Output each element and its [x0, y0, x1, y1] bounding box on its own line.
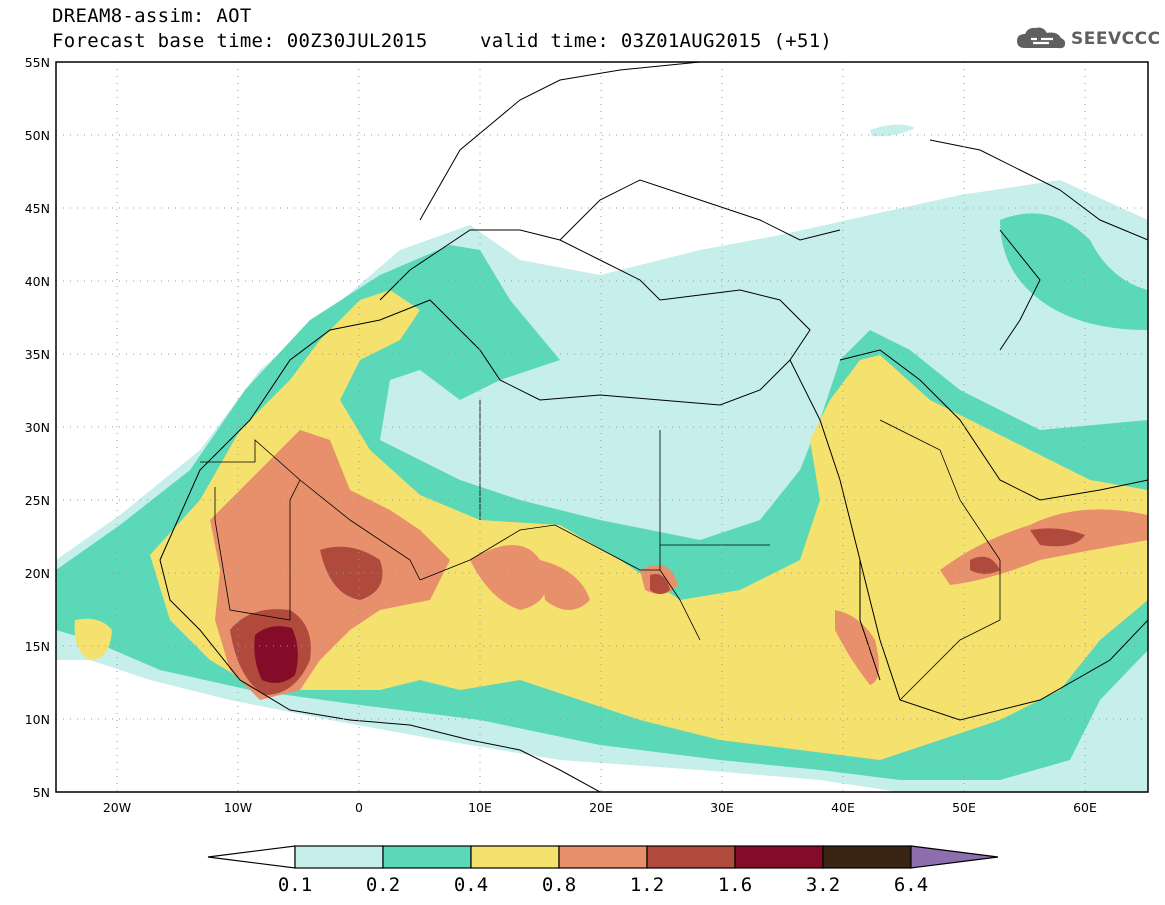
- seevccc-logo: SEEVCCC: [1015, 24, 1161, 54]
- colorbar-under-arrow: [207, 845, 296, 869]
- logo-text: SEEVCCC: [1071, 29, 1161, 49]
- colorbar-segment: [734, 845, 824, 869]
- colorbar-segment: [470, 845, 560, 869]
- colorbar-segment: [382, 845, 472, 869]
- colorbar-label: 0.2: [366, 874, 400, 896]
- forecast-base-time: Forecast base time: 00Z30JUL2015: [52, 30, 428, 52]
- colorbar-segment: [294, 845, 384, 869]
- plot-frame: [55, 61, 1149, 793]
- lon-label: 40E: [831, 800, 855, 815]
- lon-label: 30E: [710, 800, 734, 815]
- graticule: [56, 62, 1148, 792]
- lat-label: 35N: [25, 347, 50, 362]
- lat-label: 10N: [25, 712, 50, 727]
- colorbar-over-arrow: [910, 845, 999, 869]
- colorbar-segment: [646, 845, 736, 869]
- lon-label: 10W: [224, 800, 252, 815]
- colorbar-label: 0.4: [454, 874, 488, 896]
- lon-axis: 20W 10W 0 10E 20E 30E 40E 50E 60E: [103, 800, 1097, 815]
- colorbar-label: 0.1: [278, 874, 312, 896]
- lon-label: 20E: [589, 800, 613, 815]
- colorbar: 0.1 0.2 0.4 0.8 1.2 1.6 3.2 6.4: [207, 845, 999, 896]
- lat-label: 40N: [25, 274, 50, 289]
- lat-label: 15N: [25, 639, 50, 654]
- valid-time: valid time: 03Z01AUG2015 (+51): [480, 30, 833, 52]
- lat-label: 55N: [25, 55, 50, 70]
- lon-label: 50E: [952, 800, 976, 815]
- lat-axis: 55N 50N 45N 40N 35N 30N 25N 20N 15N 10N …: [25, 55, 50, 800]
- colorbar-label: 0.8: [542, 874, 576, 896]
- colorbar-label: 1.2: [630, 874, 664, 896]
- lat-label: 5N: [33, 785, 50, 800]
- coastlines: [159, 62, 1148, 792]
- lon-label: 20W: [103, 800, 131, 815]
- lat-label: 30N: [25, 420, 50, 435]
- lat-label: 20N: [25, 566, 50, 581]
- colorbar-label: 3.2: [806, 874, 840, 896]
- cloud-icon: [1017, 27, 1066, 49]
- lon-label: 60E: [1073, 800, 1097, 815]
- colorbar-label: 1.6: [718, 874, 752, 896]
- lon-label: 0: [355, 800, 363, 815]
- aot-band-0.4: [150, 290, 1148, 760]
- lat-label: 50N: [25, 128, 50, 143]
- colorbar-label: 6.4: [894, 874, 928, 896]
- colorbar-segment: [822, 845, 912, 869]
- lat-label: 45N: [25, 201, 50, 216]
- colorbar-segment: [558, 845, 648, 869]
- aot-band-1.6: [254, 626, 298, 684]
- lat-label: 25N: [25, 493, 50, 508]
- map-title: DREAM8-assim: AOT: [52, 5, 252, 27]
- lon-label: 10E: [468, 800, 492, 815]
